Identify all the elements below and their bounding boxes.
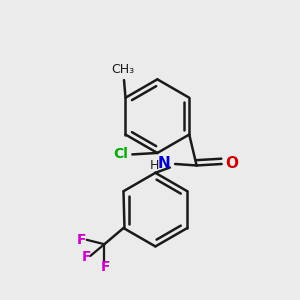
Text: N: N <box>158 156 171 171</box>
Text: CH₃: CH₃ <box>111 63 134 76</box>
Text: F: F <box>77 233 87 247</box>
Text: O: O <box>226 156 239 171</box>
Text: H: H <box>150 159 159 172</box>
Text: F: F <box>82 250 91 264</box>
Text: Cl: Cl <box>113 147 128 161</box>
Text: F: F <box>100 260 110 274</box>
